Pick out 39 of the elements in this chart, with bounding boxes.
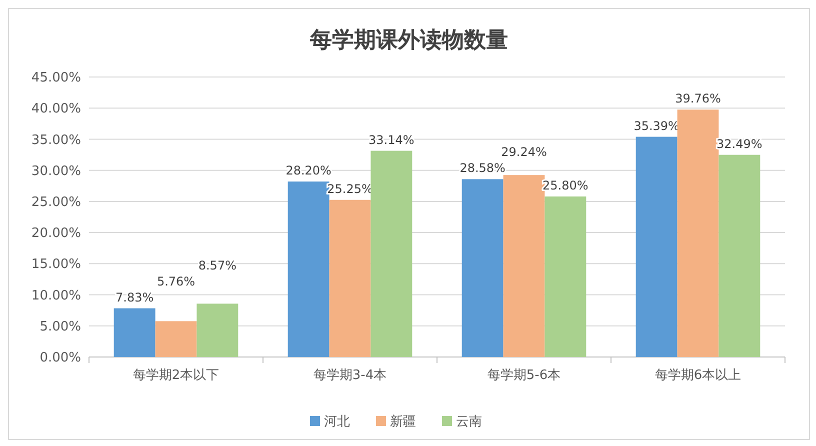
bar — [462, 179, 504, 357]
bar — [544, 196, 586, 357]
bar — [370, 150, 412, 357]
y-tick-label: 45.00% — [31, 70, 81, 86]
data-label: 28.20% — [286, 164, 332, 178]
bar — [636, 136, 678, 357]
bar — [677, 110, 719, 357]
x-tick-label: 每学期2本以下 — [132, 368, 220, 383]
x-tick-label: 每学期5-6本 — [487, 368, 561, 383]
bar — [718, 154, 760, 357]
y-tick-label: 0.00% — [40, 350, 81, 366]
data-label: 8.57% — [198, 258, 236, 272]
legend-label: 河北 — [324, 414, 350, 430]
data-label: 7.83% — [116, 290, 154, 304]
y-tick-label: 35.00% — [31, 132, 81, 148]
data-label: 33.14% — [368, 132, 414, 147]
y-tick-label: 40.00% — [31, 102, 81, 117]
data-label: 29.24% — [501, 145, 547, 160]
y-tick-label: 10.00% — [31, 288, 81, 304]
data-label: 35.39% — [634, 118, 680, 133]
legend-label: 云南 — [456, 414, 482, 430]
data-label: 28.58% — [460, 161, 506, 176]
data-label: 39.76% — [675, 92, 721, 106]
bar — [329, 200, 371, 357]
y-tick-label: 5.00% — [40, 319, 81, 334]
chart-title: 每学期课外读物数量 — [309, 27, 508, 53]
bar — [155, 321, 197, 357]
x-tick-label: 每学期6本以上 — [654, 368, 742, 383]
bar — [503, 175, 545, 357]
x-tick-label: 每学期3-4本 — [313, 368, 387, 383]
bar — [196, 304, 238, 357]
y-tick-label: 25.00% — [31, 194, 81, 210]
y-tick-label: 30.00% — [31, 164, 81, 179]
y-tick-label: 20.00% — [31, 226, 81, 242]
data-label: 5.76% — [156, 274, 196, 288]
bar — [288, 182, 330, 357]
y-tick-label: 15.00% — [31, 257, 81, 272]
legend-label: 新疆 — [390, 414, 416, 430]
bar — [114, 308, 156, 357]
